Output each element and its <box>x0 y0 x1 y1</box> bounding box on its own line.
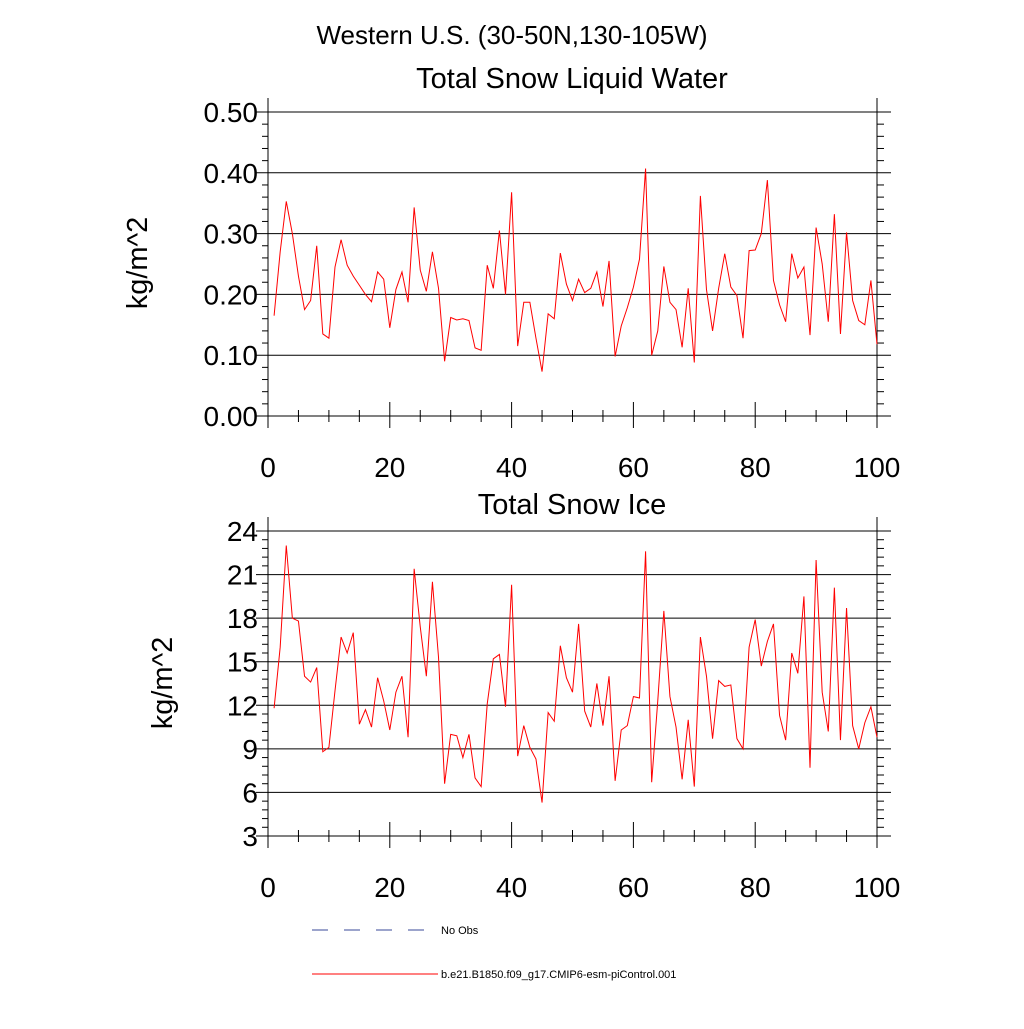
y-tick-label: 0.50 <box>204 97 259 128</box>
y-tick-label: 18 <box>227 603 258 634</box>
x-tick-label: 20 <box>374 452 405 483</box>
y-tick-label: 9 <box>242 734 258 765</box>
legend-control-label: b.e21.B1850.f09_g17.CMIP6-esm-piControl.… <box>441 969 676 981</box>
chart-top-title: Total Snow Liquid Water <box>416 63 728 95</box>
chart-top: Total Snow Liquid Water kg/m^2 0.000.100… <box>122 63 900 483</box>
y-tick-label: 0.20 <box>204 279 259 310</box>
y-tick-label: 0.00 <box>204 401 259 432</box>
chart-top-series-line <box>273 168 878 372</box>
y-tick-label: 0.30 <box>204 219 259 250</box>
x-tick-label: 100 <box>854 872 901 903</box>
x-tick-label: 80 <box>740 452 771 483</box>
chart-bottom-title: Total Snow Ice <box>478 489 667 521</box>
y-tick-label: 21 <box>227 560 258 591</box>
x-tick-label: 0 <box>260 452 276 483</box>
y-tick-label: 0.10 <box>204 340 259 371</box>
legend-no-obs-label: No Obs <box>441 925 479 937</box>
y-tick-label: 0.40 <box>204 158 259 189</box>
x-tick-label: 100 <box>854 452 901 483</box>
y-tick-label: 12 <box>227 690 258 721</box>
chart-top-plot: 0.00 0.10 0.20 0.30 0.40 0.50 0 20 40 60 80 100 <box>204 97 901 483</box>
x-tick-label: 40 <box>496 872 527 903</box>
chart-top-ylabel: kg/m^2 <box>122 217 154 310</box>
y-tick-label: 24 <box>227 516 258 547</box>
chart-bottom: Total Snow Ice kg/m^2 3 6 9 12 15 18 21 24 0 20 40… <box>147 489 900 903</box>
chart-bottom-ylabel: kg/m^2 <box>147 637 179 730</box>
x-tick-label: 80 <box>740 872 771 903</box>
page-title: Western U.S. (30-50N,130-105W) <box>316 20 707 50</box>
x-tick-label: 60 <box>618 452 649 483</box>
y-tick-label: 15 <box>227 647 258 678</box>
y-tick-label: 3 <box>242 821 258 852</box>
chart-bottom-series-line <box>273 545 878 803</box>
x-tick-label: 40 <box>496 452 527 483</box>
legend: No Obs b.e21.B1850.f09_g17.CMIP6-esm-piC… <box>312 925 676 981</box>
chart-bottom-plot: 3 6 9 12 15 18 21 24 0 20 40 60 80 100 <box>227 516 901 903</box>
x-tick-label: 0 <box>260 872 276 903</box>
x-tick-label: 60 <box>618 872 649 903</box>
x-tick-label: 20 <box>374 872 405 903</box>
y-tick-label: 6 <box>242 777 258 808</box>
